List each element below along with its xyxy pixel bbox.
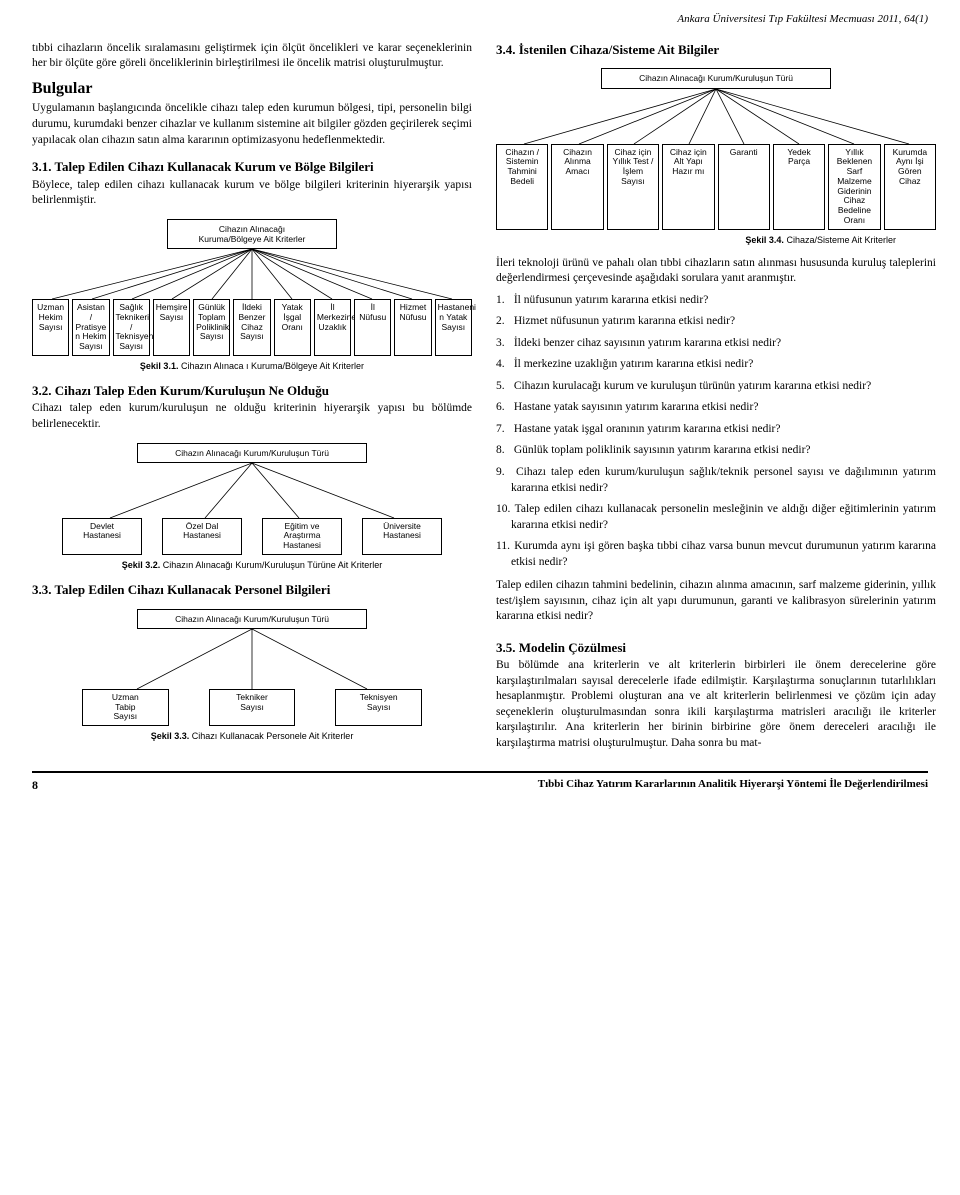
tree-3-1-root: Cihazın AlınacağıKuruma/Bölgeye Ait Krit… <box>167 219 337 249</box>
tree-leaf: TeknikerSayısı <box>209 689 296 726</box>
question-item: 10. Talep edilen cihazı kullanacak perso… <box>496 502 936 533</box>
figure-3-3-caption: Şekil 3.3. Cihazı Kullanacak Personele A… <box>32 730 472 742</box>
tree-leaf: SağlıkTeknikeri /TeknisyenSayısı <box>113 299 150 356</box>
post-questions-paragraph: Talep edilen cihazın tahmini bedelinin, … <box>496 578 936 625</box>
tree-leaf: KurumdaAynı İşiGörenCihaz <box>884 144 936 230</box>
two-column-layout: tıbbi cihazların öncelik sıralamasını ge… <box>32 41 928 753</box>
tree-leaf: DevletHastanesi <box>62 518 142 555</box>
question-item: 7. Hastane yatak işgal oranının yatırım … <box>496 422 936 438</box>
question-item: 3. İldeki benzer cihaz sayısının yatırım… <box>496 336 936 352</box>
tree-leaf: ÜniversiteHastanesi <box>362 518 442 555</box>
question-item: 2. Hizmet nüfusunun yatırım kararına etk… <box>496 314 936 330</box>
tree-leaf: Garanti <box>718 144 770 230</box>
question-item: 8. Günlük toplam poliklinik sayısının ya… <box>496 443 936 459</box>
page-number: 8 <box>32 777 38 793</box>
right-column: 3.4. İstenilen Cihaza/Sisteme Ait Bilgil… <box>496 41 936 753</box>
tree-leaf: Özel DalHastanesi <box>162 518 242 555</box>
tree-3-4: Cihazın Alınacağı Kurum/Kuruluşun Türü C… <box>496 68 936 245</box>
section-3-3-heading: 3.3. Talep Edilen Cihazı Kullanacak Pers… <box>32 581 472 599</box>
figure-3-4-caption: Şekil 3.4. Cihaza/Sisteme Ait Kriterler <box>496 234 936 246</box>
figure-3-2-caption: Şekil 3.2. Cihazın Alınacağı Kurum/Kurul… <box>32 559 472 571</box>
tree-3-1: Cihazın AlınacağıKuruma/Bölgeye Ait Krit… <box>32 219 472 372</box>
section-3-4-paragraph: İleri teknoloji ürünü ve pahalı olan tıb… <box>496 256 936 287</box>
tree-leaf: Yıllık BeklenenSarf MalzemeGiderinin Cih… <box>828 144 880 230</box>
tree-3-3-leaves: UzmanTabipSayısı TeknikerSayısı TeknisyenS… <box>82 689 422 726</box>
tree-leaf: İldekiBenzerCihazSayısı <box>233 299 270 356</box>
tree-leaf: UzmanHekimSayısı <box>32 299 69 356</box>
intro-paragraph: tıbbi cihazların öncelik sıralamasını ge… <box>32 41 472 72</box>
question-item: 1. İl nüfusunun yatırım kararına etkisi … <box>496 293 936 309</box>
tree-leaf: HemşireSayısı <box>153 299 190 356</box>
section-3-5-heading: 3.5. Modelin Çözülmesi <box>496 639 936 657</box>
tree-3-2-connectors <box>62 463 442 518</box>
tree-leaf: Cihazın /SisteminTahminiBedeli <box>496 144 548 230</box>
tree-leaf: GünlükToplamPoliklinikSayısı <box>193 299 230 356</box>
questions-list: 1. İl nüfusunun yatırım kararına etkisi … <box>496 293 936 570</box>
question-item: 4. İl merkezine uzaklığın yatırım kararı… <box>496 357 936 373</box>
journal-header: Ankara Üniversitesi Tıp Fakültesi Mecmua… <box>32 12 928 27</box>
figure-3-1-caption: Şekil 3.1. Cihazın Alınaca ı Kuruma/Bölg… <box>32 360 472 372</box>
tree-leaf: İlNüfusu <box>354 299 391 356</box>
footer-title: Tıbbi Cihaz Yatırım Kararlarının Analiti… <box>538 777 928 793</box>
tree-leaf: Asistan /Pratisyen HekimSayısı <box>72 299 109 356</box>
section-3-2-paragraph: Cihazı talep eden kurum/kuruluşun ne old… <box>32 401 472 432</box>
tree-leaf: CihazınAlınmaAmacı <box>551 144 603 230</box>
tree-leaf: Cihaz içinAlt YapıHazır mı <box>662 144 714 230</box>
tree-leaf: YatakİşgalOranı <box>274 299 311 356</box>
section-3-2-heading: 3.2. Cihazı Talep Eden Kurum/Kuruluşun N… <box>32 382 472 400</box>
tree-leaf: Cihaz içinYıllık Test /İşlemSayısı <box>607 144 659 230</box>
tree-3-4-connectors <box>496 89 936 144</box>
question-item: 5. Cihazın kurulacağı kurum ve kuruluşun… <box>496 379 936 395</box>
section-3-5-paragraph: Bu bölümde ana kriterlerin ve alt kriter… <box>496 658 936 751</box>
tree-3-2-root: Cihazın Alınacağı Kurum/Kuruluşun Türü <box>137 443 367 463</box>
bulgular-heading: Bulgular <box>32 78 472 100</box>
tree-leaf: Eğitim veAraştırmaHastanesi <box>262 518 342 555</box>
section-3-1-heading: 3.1. Talep Edilen Cihazı Kullanacak Kuru… <box>32 158 472 176</box>
tree-leaf: İlMerkezineUzaklık <box>314 299 351 356</box>
tree-leaf: YedekParça <box>773 144 825 230</box>
tree-3-3: Cihazın Alınacağı Kurum/Kuruluşun Türü U… <box>32 609 472 743</box>
section-3-1-paragraph: Böylece, talep edilen cihazı kullanacak … <box>32 178 472 209</box>
section-3-4-heading: 3.4. İstenilen Cihaza/Sisteme Ait Bilgil… <box>496 41 936 59</box>
question-item: 6. Hastane yatak sayısının yatırım karar… <box>496 400 936 416</box>
question-item: 9. Cihazı talep eden kurum/kuruluşun sağ… <box>496 465 936 496</box>
bulgular-paragraph: Uygulamanın başlangıcında öncelikle ciha… <box>32 101 472 148</box>
question-item: 11. Kurumda aynı işi gören başka tıbbi c… <box>496 539 936 570</box>
tree-leaf: UzmanTabipSayısı <box>82 689 169 726</box>
tree-3-1-leaves: UzmanHekimSayısıAsistan /Pratisyen Hekim… <box>32 299 472 356</box>
tree-leaf: TeknisyenSayısı <box>335 689 422 726</box>
tree-3-4-leaves: Cihazın /SisteminTahminiBedeliCihazınAlı… <box>496 144 936 230</box>
tree-3-3-connectors <box>82 629 422 689</box>
tree-3-1-connectors <box>32 249 472 299</box>
tree-3-4-root: Cihazın Alınacağı Kurum/Kuruluşun Türü <box>601 68 831 88</box>
tree-leaf: Hastanenin YatakSayısı <box>435 299 472 356</box>
left-column: tıbbi cihazların öncelik sıralamasını ge… <box>32 41 472 753</box>
tree-leaf: HizmetNüfusu <box>394 299 431 356</box>
tree-3-3-root: Cihazın Alınacağı Kurum/Kuruluşun Türü <box>137 609 367 629</box>
tree-3-2-leaves: DevletHastanesi Özel DalHastanesi Eğitim v… <box>62 518 442 555</box>
tree-3-2: Cihazın Alınacağı Kurum/Kuruluşun Türü D… <box>32 443 472 572</box>
page-footer: 8 Tıbbi Cihaz Yatırım Kararlarının Anali… <box>32 771 928 793</box>
